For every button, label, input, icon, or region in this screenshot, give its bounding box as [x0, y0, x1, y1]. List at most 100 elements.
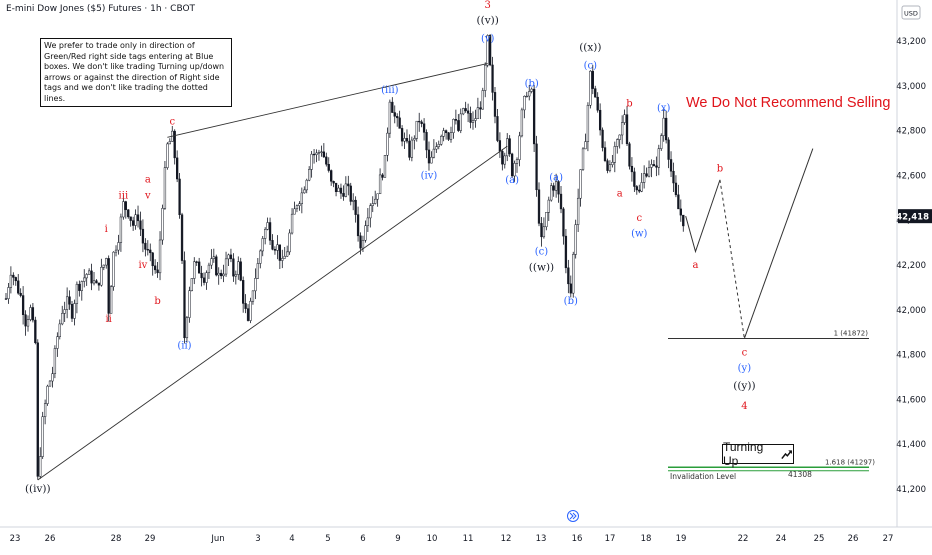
wave-label: (x) [657, 103, 671, 114]
candle-body [305, 179, 308, 191]
wave-label: 3 [484, 0, 490, 11]
candle-body [518, 135, 521, 160]
candle-body [195, 261, 198, 263]
candle-body [14, 277, 17, 282]
candle-body [567, 267, 570, 285]
candle-body [68, 296, 71, 305]
candle-body [508, 138, 511, 155]
candle-body [386, 132, 389, 156]
candle-body [295, 205, 299, 210]
candle-body [528, 91, 531, 97]
candle-body [290, 213, 294, 234]
candle-body [525, 95, 528, 98]
candle-body [117, 242, 120, 251]
x-tick-label: 17 [605, 534, 616, 544]
y-tick-label: 41,600 [896, 395, 926, 405]
candle-body [542, 226, 546, 238]
candle-body [119, 216, 123, 243]
candle-body [669, 159, 673, 172]
projection-path-up [743, 148, 814, 339]
candle-body [682, 214, 685, 227]
candle-body [9, 274, 13, 288]
candle-body [623, 114, 626, 123]
candle-body [322, 151, 326, 158]
candle-body [337, 187, 340, 192]
wave-label: (v) [481, 33, 495, 44]
candle-body [427, 149, 431, 164]
candle-body [232, 258, 235, 277]
wave-label: a [145, 175, 151, 186]
candle-body [674, 182, 678, 196]
y-tick-label: 42,000 [896, 306, 926, 316]
candle-body [31, 307, 35, 321]
candle-body [234, 274, 237, 277]
candle-body [256, 263, 259, 279]
candle-body [403, 138, 406, 142]
wave-label: ((x)) [579, 41, 601, 53]
candle-body [510, 153, 514, 177]
candle-body [586, 104, 590, 142]
candle-body [21, 295, 25, 315]
candle-body [540, 223, 543, 238]
wave-label: b [717, 163, 723, 174]
candle-body [356, 214, 360, 237]
scroll-to-realtime-icon[interactable] [567, 510, 579, 522]
wave-label: iv [138, 260, 147, 271]
candle-body [283, 255, 286, 259]
candle-body [672, 170, 675, 184]
y-tick-label: 41,800 [896, 351, 926, 361]
candle-body [312, 153, 316, 156]
candle-body [665, 117, 668, 141]
candle-body [166, 143, 169, 168]
candle-body [501, 150, 504, 165]
candle-body [418, 120, 421, 123]
trendline[interactable] [167, 62, 488, 138]
wave-label: c [742, 347, 748, 358]
candle-body [594, 88, 597, 98]
candle-body [657, 148, 660, 168]
y-tick-label: 43,000 [896, 82, 926, 92]
candle-body [83, 277, 86, 282]
candle-body [638, 189, 641, 192]
wave-label: ((y)) [733, 380, 755, 392]
candle-body [298, 203, 301, 206]
candle-body [457, 120, 460, 131]
candle-body [579, 169, 582, 199]
candle-body [229, 254, 233, 260]
candle-body [246, 308, 250, 321]
candle-body [224, 258, 228, 275]
candle-body [80, 281, 83, 291]
candle-body [679, 208, 682, 216]
candles [4, 34, 685, 480]
turning-up-badge[interactable]: Turning Up [722, 440, 794, 468]
x-tick-label: 27 [883, 534, 894, 544]
candle-body [114, 249, 118, 253]
candle-body [488, 35, 492, 66]
candle-body [122, 201, 125, 218]
candle-body [34, 319, 37, 344]
candle-body [12, 274, 15, 278]
candle-body [442, 130, 445, 137]
candle-body [254, 278, 257, 292]
x-tick-label: 25 [814, 534, 825, 544]
candle-body [564, 235, 568, 269]
candle-body [464, 108, 467, 112]
x-tick-label: 19 [676, 534, 687, 544]
candle-body [388, 101, 392, 134]
candle-body [454, 119, 458, 121]
x-tick-label: 24 [776, 534, 787, 544]
candle-body [598, 109, 602, 131]
candle-body [425, 132, 428, 151]
candle-body [58, 323, 61, 337]
x-tick-label: 13 [536, 534, 547, 544]
candle-body [484, 64, 487, 91]
candle-body [537, 189, 541, 224]
candle-body [4, 298, 8, 300]
candle-body [124, 201, 127, 211]
candle-body [462, 108, 465, 115]
trendline[interactable] [37, 145, 508, 481]
candle-body [347, 183, 350, 187]
candle-body [361, 239, 365, 249]
